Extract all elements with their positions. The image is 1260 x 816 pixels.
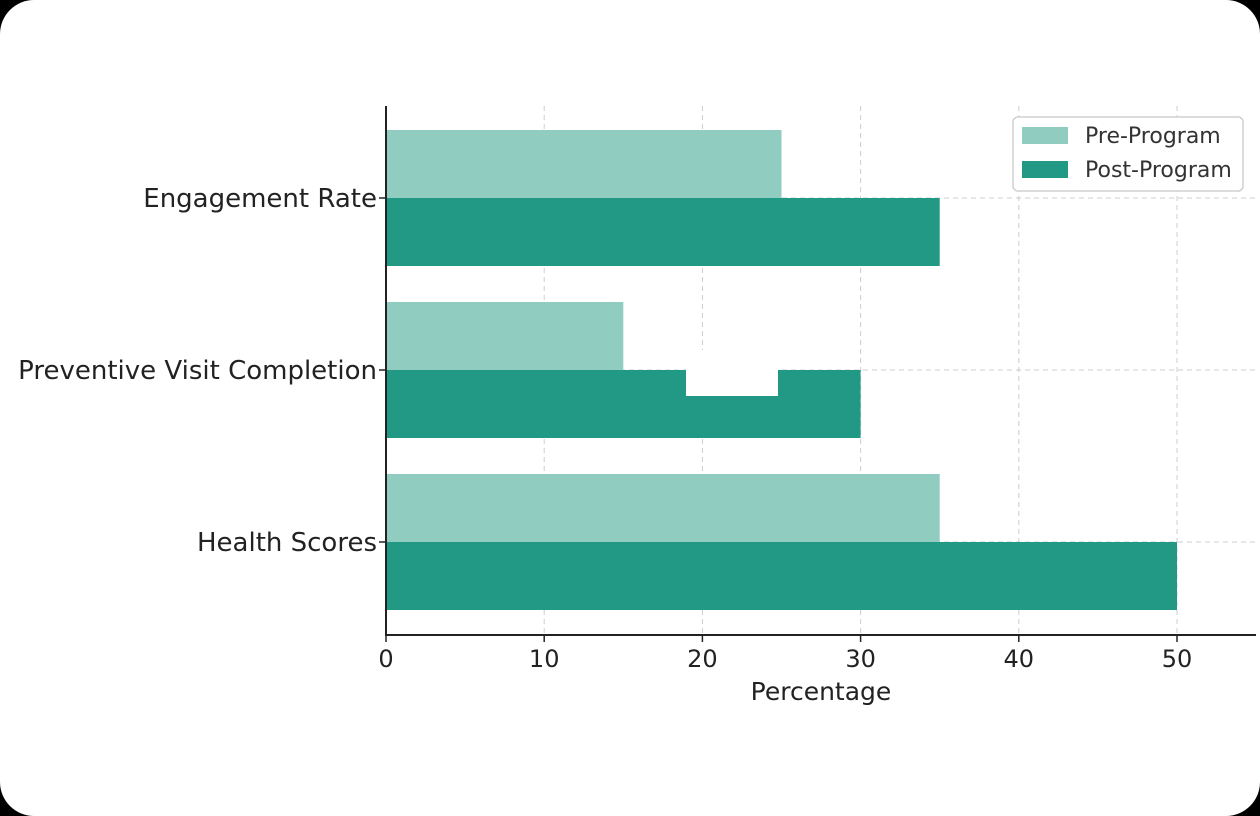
bar-pre-program-2 [386,474,940,542]
x-tick-label-30: 30 [845,645,876,673]
category-label-0: Engagement Rate [143,184,377,214]
category-label-1: Preventive Visit Completion [18,356,377,386]
grid-gap-mask [686,350,778,396]
bar-pre-program-0 [386,130,782,198]
legend-box [1012,116,1244,192]
bars [386,130,1177,610]
bar-pre-program-1 [386,302,624,370]
x-ticks: 0 10 20 30 40 50 [378,635,1192,673]
bar-post-program-1 [386,370,861,438]
category-labels: Engagement Rate Preventive Visit Completi… [18,184,386,558]
x-tick-label-50: 50 [1162,645,1193,673]
bar-post-program-2 [386,542,1177,610]
legend-label-0: Pre-Program [1085,124,1221,149]
x-tick-label-40: 40 [1004,645,1035,673]
x-axis-title: Percentage [751,677,892,706]
x-tick-label-0: 0 [378,645,393,673]
x-tick-label-20: 20 [687,645,718,673]
bar-post-program-0 [386,198,940,266]
legend-label-1: Post-Program [1085,158,1232,183]
legend-swatch-1 [1022,161,1068,178]
category-label-2: Health Scores [197,528,377,558]
x-tick-label-10: 10 [529,645,560,673]
legend-swatch-0 [1022,127,1068,144]
legend: Pre-Program Post-Program [1012,116,1244,192]
